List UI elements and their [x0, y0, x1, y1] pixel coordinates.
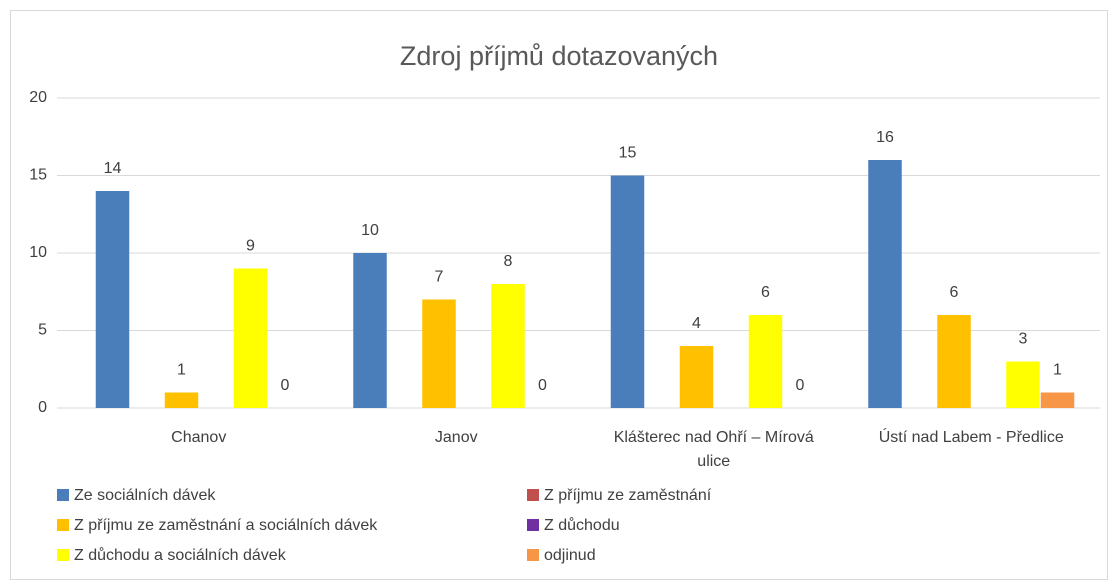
data-label: 1 [1053, 362, 1062, 379]
x-tick-label: Ústí nad Labem - Předlice [878, 429, 1064, 446]
legend-label: Z příjmu ze zaměstnání [544, 487, 712, 504]
data-label: 6 [950, 284, 959, 301]
bar [95, 191, 130, 408]
y-tick-label: 15 [29, 167, 47, 184]
data-label: 0 [281, 377, 290, 394]
legend-label: Z příjmu ze zaměstnání a sociálních dáve… [74, 517, 378, 534]
legend-swatch [57, 489, 69, 501]
legend-swatch [57, 549, 69, 561]
y-tick-label: 10 [29, 244, 47, 261]
bar [937, 315, 971, 408]
legend-label: odjinud [544, 547, 596, 564]
bar [422, 299, 456, 408]
data-label: 9 [246, 238, 255, 255]
data-label: 10 [361, 222, 379, 239]
legend-swatch [527, 519, 539, 531]
y-tick-label: 20 [29, 89, 47, 106]
data-label: 14 [104, 160, 122, 177]
data-label: 8 [504, 253, 513, 270]
bar [748, 315, 783, 408]
bar [164, 392, 199, 408]
bar [353, 253, 387, 408]
chart-frame [10, 10, 1108, 580]
x-tick-label: Janov [434, 429, 478, 446]
legend-swatch [527, 489, 539, 501]
bar [1006, 361, 1040, 408]
data-label: 0 [796, 377, 805, 394]
data-label: 16 [876, 129, 894, 146]
bar [491, 284, 525, 408]
data-label: 15 [619, 145, 637, 162]
chart-title: Zdroj příjmů dotazovaných [400, 41, 718, 71]
data-label: 7 [435, 269, 444, 286]
x-tick-label: Chanov [171, 429, 227, 446]
x-tick-label: Klášterec nad Ohří – Mírová ulice [613, 429, 814, 470]
bar [233, 268, 268, 408]
y-tick-label: 5 [38, 322, 47, 339]
bar [679, 346, 714, 408]
data-label: 1 [177, 362, 186, 379]
bar [610, 175, 645, 408]
data-label: 6 [761, 284, 770, 301]
data-label: 0 [538, 377, 547, 394]
legend-label: Z důchodu [544, 516, 620, 534]
data-label: 4 [692, 315, 701, 332]
y-tick-label: 0 [38, 399, 47, 416]
bar [1040, 392, 1075, 408]
legend-label: Z důchodu a sociálních dávek [74, 546, 287, 564]
legend-swatch [527, 549, 539, 561]
legend-label: Ze sociálních dávek [74, 487, 216, 504]
bar [868, 160, 902, 408]
legend-swatch [57, 519, 69, 531]
data-label: 3 [1019, 331, 1028, 348]
